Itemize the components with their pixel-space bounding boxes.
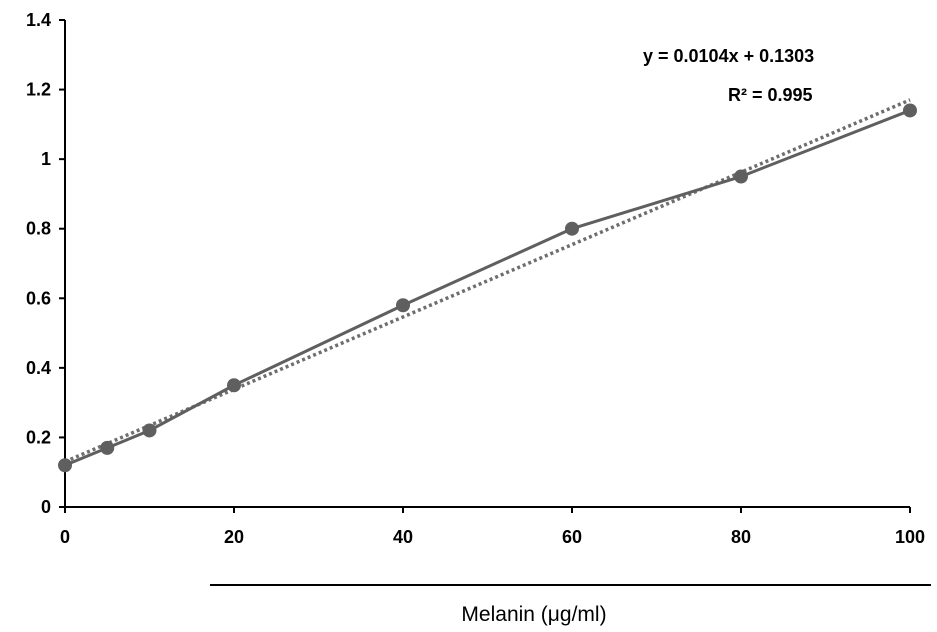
annotations: y = 0.0104x + 0.1303 R² = 0.995	[643, 46, 814, 105]
series-line	[64, 109, 911, 467]
r-squared-annotation: R² = 0.995	[728, 85, 813, 105]
y-tick-label: 1.2	[26, 80, 51, 100]
axes: 0 0.2 0.4 0.6 0.8 1 1.2 1.4 0 20 40 60 80 100	[26, 10, 925, 547]
x-tick-label: 20	[224, 527, 244, 547]
data-point	[58, 458, 72, 473]
data-point	[565, 221, 579, 236]
data-point	[396, 298, 410, 313]
series-group	[58, 103, 917, 473]
y-tick-label: 0.6	[26, 288, 51, 308]
x-tick-label: 100	[895, 527, 925, 547]
x-tick-label: 40	[393, 527, 413, 547]
data-point	[142, 423, 157, 438]
y-tick-label: 0	[41, 497, 51, 517]
y-tick-label: 0.4	[26, 358, 51, 378]
data-point	[227, 378, 241, 393]
data-point	[903, 103, 917, 118]
x-tick-label: 0	[60, 527, 70, 547]
x-axis-label: Melanin (μg/ml)	[461, 603, 606, 626]
data-point	[100, 440, 115, 455]
x-tick-label: 80	[731, 527, 751, 547]
x-tick-label: 60	[562, 527, 582, 547]
y-tick-label: 0.2	[26, 427, 51, 447]
data-point	[734, 169, 748, 184]
y-tick-label: 0.8	[26, 219, 51, 239]
equation-annotation: y = 0.0104x + 0.1303	[643, 46, 814, 66]
y-tick-label: 1.4	[26, 10, 51, 30]
y-tick-label: 1	[41, 149, 51, 169]
